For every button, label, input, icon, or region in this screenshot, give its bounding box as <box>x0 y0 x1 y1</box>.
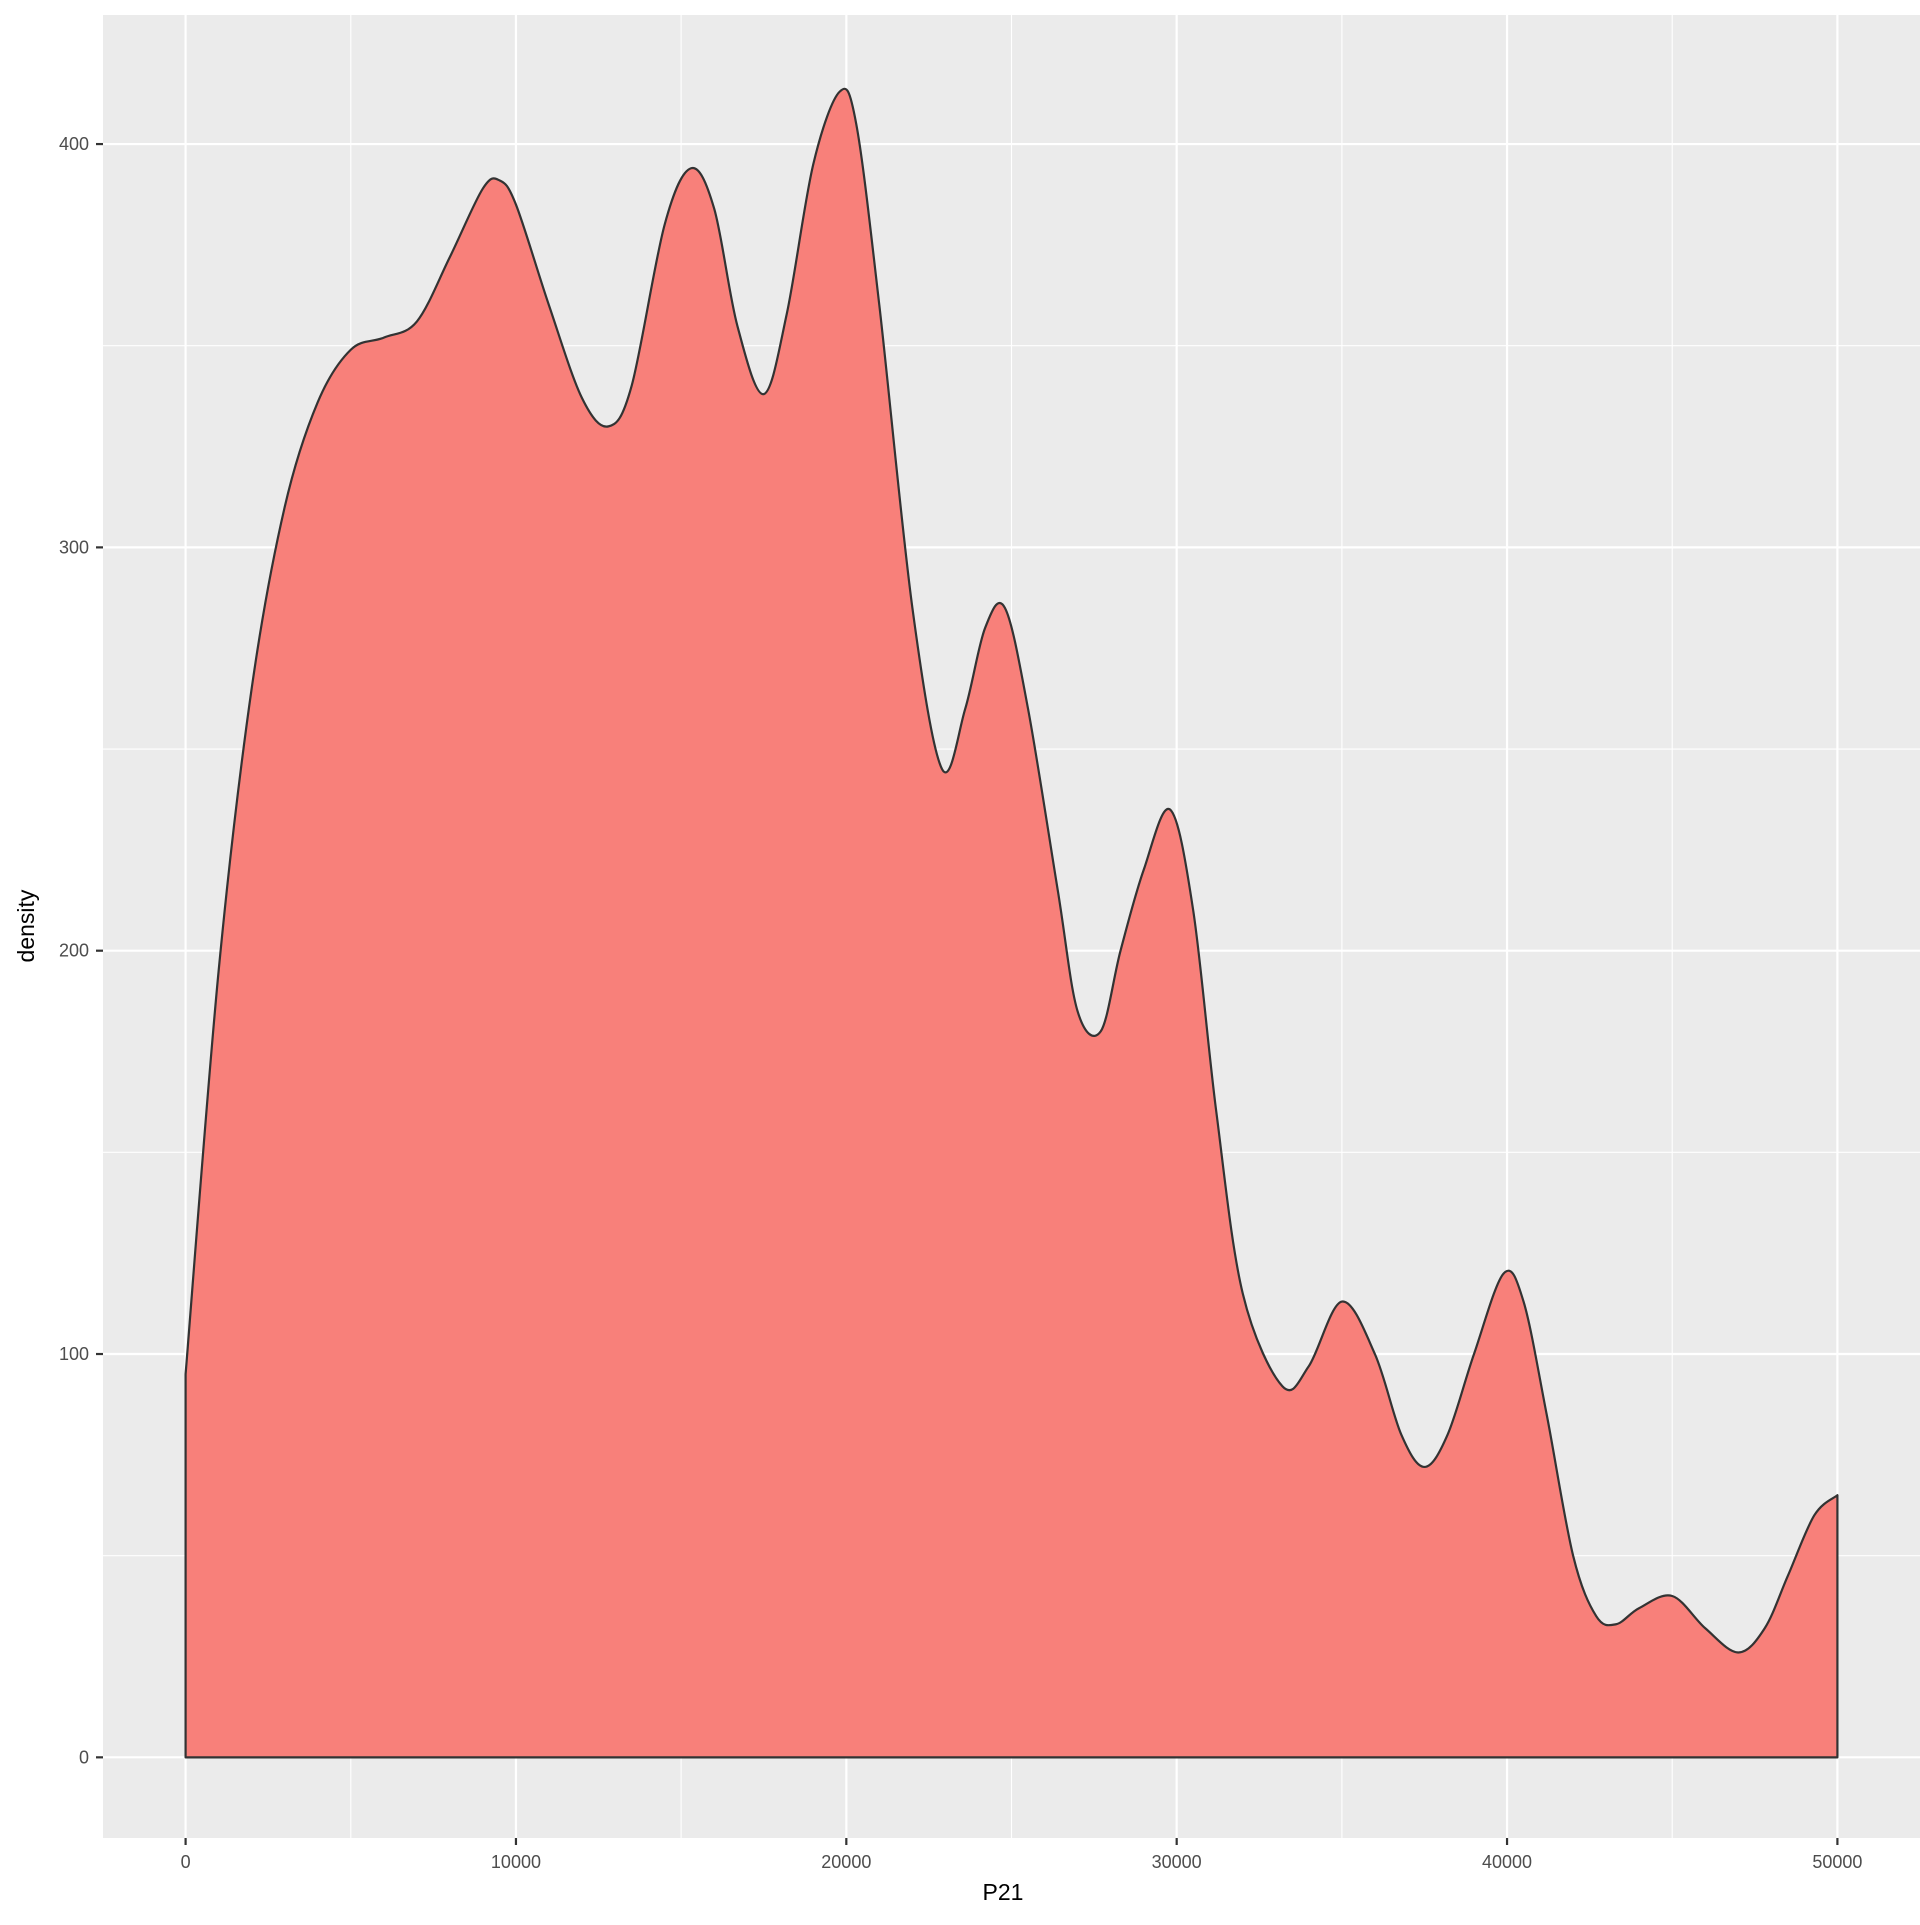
y-tick-label: 400 <box>59 134 89 154</box>
x-tick-label: 0 <box>181 1852 191 1872</box>
x-tick-label: 10000 <box>491 1852 541 1872</box>
density-area <box>184 87 1839 1759</box>
y-tick-label: 300 <box>59 537 89 557</box>
y-axis-title: density <box>13 889 39 962</box>
x-tick-label: 20000 <box>821 1852 871 1872</box>
x-tick-label: 30000 <box>1152 1852 1202 1872</box>
y-tick-label: 0 <box>79 1747 89 1767</box>
y-axis: 0 100 200 300 400 <box>59 134 103 1767</box>
density-area-layer <box>184 87 1839 1759</box>
x-axis-title: P21 <box>983 1879 1024 1905</box>
x-axis: 0 10000 20000 30000 40000 50000 <box>181 1838 1862 1872</box>
x-tick-label: 50000 <box>1812 1852 1862 1872</box>
y-tick-label: 200 <box>59 941 89 961</box>
y-tick-label: 100 <box>59 1344 89 1364</box>
x-tick-label: 40000 <box>1482 1852 1532 1872</box>
